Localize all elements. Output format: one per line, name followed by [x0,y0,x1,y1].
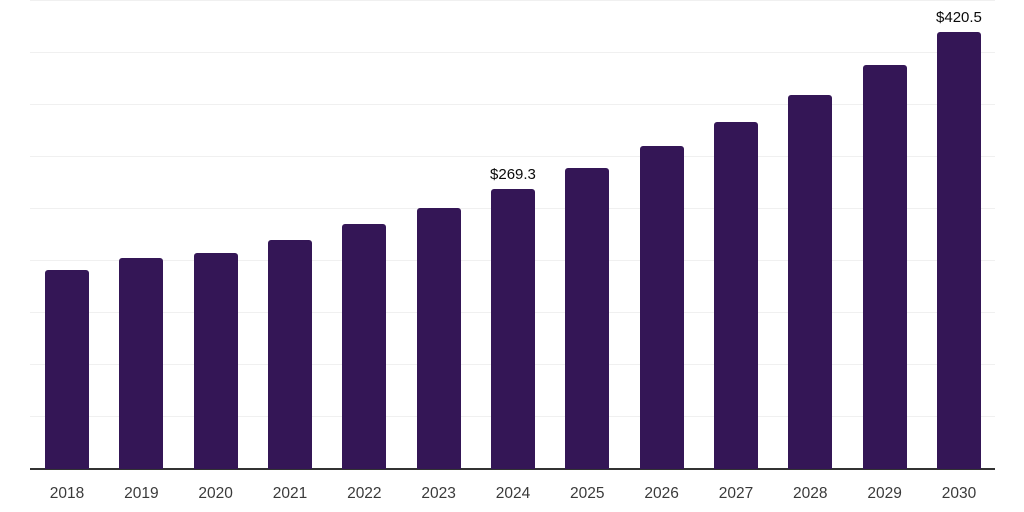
x-label-2029: 2029 [867,485,902,502]
bar-2021 [267,240,312,469]
gridline-350 [30,104,995,105]
plot-area: $269.3 $420.5 [30,0,995,470]
x-label-2022: 2022 [347,485,382,502]
bar-2019 [119,258,164,469]
bar-2025 [565,168,610,469]
gridline-450 [30,0,995,1]
bar-2029 [862,65,907,469]
bar-2023 [416,208,461,469]
data-label-2024: $269.3 [490,165,536,183]
x-axis-labels: 2018 2019 2020 2021 2022 2023 2024 2025 2026 2027… [30,486,995,506]
x-label-2021: 2021 [272,485,308,502]
x-label-2020: 2020 [198,485,233,502]
x-label-2030: 2030 [941,485,977,502]
x-axis-line [30,468,995,470]
gridline-300 [30,156,995,157]
bar-2030 [936,31,981,469]
data-label-2030: $420.5 [936,8,982,26]
gridline-400 [30,52,995,53]
bar-2022 [342,224,387,469]
x-label-2026: 2026 [644,485,679,502]
x-label-2027: 2027 [718,485,754,502]
x-label-2023: 2023 [421,485,456,502]
bar-2028 [788,95,833,469]
x-label-2019: 2019 [124,485,159,502]
bar-2020 [193,253,238,469]
x-label-2024: 2024 [495,485,531,502]
bar-2026 [639,146,684,469]
x-label-2028: 2028 [793,485,828,502]
bar-2024 [490,188,535,469]
bar-2027 [713,121,758,469]
bar-2018 [45,270,89,469]
x-label-2018: 2018 [49,485,85,502]
x-label-2025: 2025 [570,485,605,502]
